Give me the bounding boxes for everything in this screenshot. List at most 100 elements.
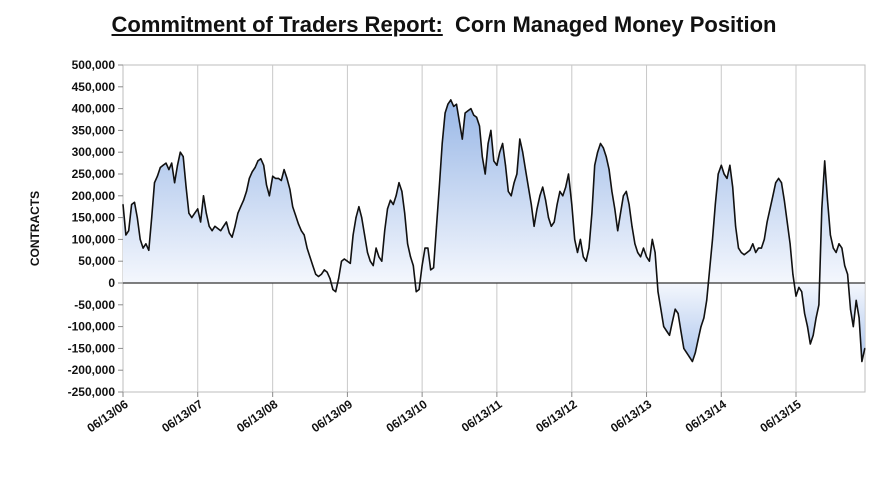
y-tick-label: 150,000 [72, 211, 116, 225]
x-tick-label: 06/13/10 [384, 397, 431, 435]
data-point [714, 203, 716, 206]
data-point [599, 142, 602, 145]
data-point [214, 225, 216, 227]
data-point [329, 278, 331, 280]
data-point [510, 195, 512, 197]
data-point [640, 256, 642, 258]
data-point [668, 334, 671, 336]
data-point [179, 151, 181, 153]
data-point [182, 156, 184, 158]
data-point [260, 158, 262, 160]
data-point [812, 334, 814, 336]
y-tick-label: 250,000 [72, 167, 116, 181]
data-point [562, 195, 564, 197]
y-tick-label: 450,000 [72, 80, 116, 94]
x-tick-label: 06/13/12 [533, 397, 580, 435]
data-point [588, 247, 590, 249]
data-point [769, 208, 771, 210]
data-point [550, 225, 552, 227]
data-point [295, 214, 297, 216]
data-point [824, 160, 826, 162]
data-point [340, 260, 343, 262]
data-point [735, 225, 737, 227]
x-tick-label: 06/13/07 [159, 397, 206, 435]
data-point [657, 291, 659, 293]
data-point [645, 256, 648, 258]
data-point [591, 212, 593, 214]
data-point [625, 190, 627, 192]
data-point [274, 177, 277, 179]
data-point [317, 275, 320, 278]
data-point [688, 356, 691, 358]
data-point [346, 260, 348, 262]
data-point [567, 173, 570, 175]
data-point [729, 164, 731, 166]
data-point [821, 208, 823, 210]
data-point [622, 195, 625, 197]
data-point [430, 269, 432, 271]
data-point [594, 164, 596, 166]
x-tick-label: 06/13/15 [757, 397, 804, 435]
data-point [349, 262, 351, 264]
data-point [642, 247, 645, 249]
data-point [628, 203, 630, 206]
data-point [280, 179, 282, 182]
data-point [398, 182, 400, 184]
data-point [358, 206, 360, 208]
data-point [556, 203, 558, 206]
data-point [453, 105, 455, 107]
data-point [582, 256, 584, 258]
data-point [205, 212, 207, 214]
data-point [257, 160, 259, 162]
y-tick-label: 0 [108, 276, 115, 290]
data-point [513, 182, 515, 184]
data-point [292, 206, 294, 208]
data-point [352, 234, 354, 236]
data-point [369, 260, 371, 262]
data-point [355, 217, 357, 219]
data-point [755, 251, 757, 254]
x-tick-label: 06/13/08 [234, 397, 281, 435]
data-point [585, 260, 587, 262]
data-point [478, 125, 481, 127]
data-point [723, 173, 725, 175]
data-point [338, 278, 340, 280]
data-point [571, 203, 573, 206]
data-point [441, 142, 443, 145]
data-point [487, 142, 489, 145]
data-point [507, 190, 509, 192]
data-point [237, 212, 239, 214]
data-point [309, 256, 311, 258]
data-point [809, 343, 811, 345]
data-point [818, 304, 820, 306]
y-axis-title: CONTRACTS [28, 191, 42, 266]
data-point [524, 169, 527, 171]
data-point [404, 212, 406, 214]
data-point [677, 312, 679, 315]
data-point [694, 352, 696, 354]
data-point [401, 190, 403, 192]
data-point [375, 247, 377, 249]
data-point [444, 112, 446, 114]
data-point [174, 182, 176, 184]
data-point [220, 230, 222, 232]
data-point [188, 212, 190, 214]
data-point [312, 265, 314, 267]
data-point [504, 164, 507, 166]
data-point [527, 186, 530, 188]
data-point [265, 184, 268, 186]
data-point [826, 199, 829, 201]
data-point [732, 186, 734, 188]
data-point [467, 110, 469, 112]
data-point [222, 225, 225, 227]
y-tick-label: -100,000 [68, 320, 116, 334]
data-point [277, 177, 279, 179]
data-point [829, 234, 832, 236]
data-point [490, 129, 492, 131]
data-point [536, 208, 538, 210]
data-point [671, 321, 673, 323]
data-point [464, 112, 466, 114]
data-point [225, 221, 227, 223]
data-point [737, 247, 740, 249]
